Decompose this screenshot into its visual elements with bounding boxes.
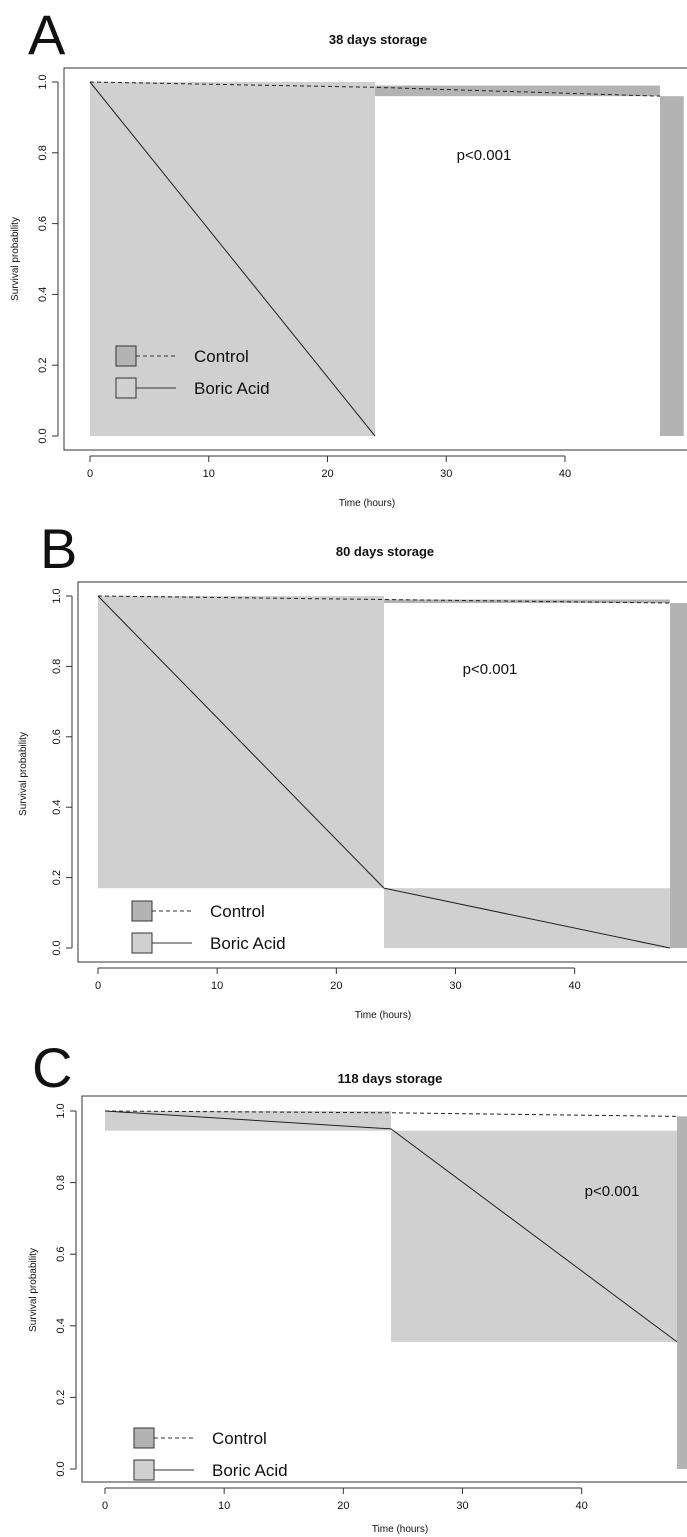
x-tick-label: 0: [95, 980, 101, 992]
y-tick-label: 0.8: [51, 659, 63, 674]
x-tick-label: 10: [211, 980, 223, 992]
ci-band: [677, 1116, 687, 1469]
x-tick-label: 20: [321, 468, 333, 480]
panel-letter: C: [32, 1036, 72, 1099]
legend-label: Control: [210, 902, 265, 921]
y-tick-label: 0.6: [55, 1247, 67, 1262]
chart-svg: B 80 days storage 0 10 20 30 40 0.0 0.2 0.4 0.6 0.8…: [18, 517, 687, 1021]
panel-letter: B: [40, 517, 77, 580]
chart-svg: C 118 days storage 0 10 20 30 40 0.0 0.2 0.4 0.6 0.…: [28, 1036, 687, 1534]
x-tick-label: 10: [218, 1500, 230, 1512]
y-tick-label: 0.4: [37, 287, 49, 302]
y-tick-label: 1.0: [37, 74, 49, 89]
y-tick-label: 0.2: [51, 870, 63, 885]
ci-band: [375, 85, 660, 97]
legend-swatch-boric-acid: [133, 1459, 155, 1481]
legend-swatch-boric-acid: [131, 932, 153, 954]
control-survival-line: [104, 1110, 678, 1117]
y-tick-label: 0.2: [37, 358, 49, 373]
legend-label: Control: [194, 347, 249, 366]
legend-swatch-boric-acid: [115, 377, 137, 399]
legend-label: Boric Acid: [194, 379, 270, 398]
p-value-annotation: p<0.001: [463, 661, 518, 678]
chart-svg: A 38 days storage 0 10 20 30 40 0.0 0.2 0.4 0.6 0.8…: [10, 3, 687, 509]
plot-frame: [63, 67, 687, 451]
boric-acid-survival-line: [104, 1110, 678, 1343]
y-tick-label: 0.8: [37, 145, 49, 160]
y-tick-label: 0.0: [37, 428, 49, 443]
p-value-annotation: p<0.001: [585, 1183, 640, 1200]
control-survival-line: [97, 595, 671, 604]
legend-swatch-control: [133, 1427, 155, 1449]
plot-frame: [81, 1095, 687, 1483]
chart-title: 38 days storage: [329, 32, 427, 47]
x-tick-label: 30: [440, 468, 452, 480]
km-plot-panel-a: A 38 days storage 0 10 20 30 40 0.0 0.2 0.4 0.6 0.8…: [0, 0, 687, 510]
y-tick-label: 1.0: [51, 588, 63, 603]
legend-swatch-control: [115, 345, 137, 367]
x-tick-label: 20: [330, 980, 342, 992]
x-tick-label: 0: [102, 1500, 108, 1512]
boric-acid-survival-line: [89, 81, 376, 437]
y-tick-label: 0.0: [55, 1461, 67, 1476]
x-tick-label: 40: [569, 980, 581, 992]
y-tick-label: 0.4: [55, 1318, 67, 1333]
ci-band: [660, 96, 684, 436]
y-tick-label: 1.0: [55, 1103, 67, 1118]
y-tick-label: 0.6: [51, 729, 63, 744]
x-tick-label: 10: [203, 468, 215, 480]
chart-title: 118 days storage: [338, 1071, 443, 1086]
legend-label: Control: [212, 1429, 267, 1448]
x-tick-label: 40: [559, 468, 571, 480]
x-tick-label: 20: [337, 1500, 349, 1512]
legend-label: Boric Acid: [212, 1461, 288, 1480]
x-axis-label: Time (hours): [339, 498, 395, 509]
panel-letter: A: [28, 3, 66, 66]
y-axis-label: Survival probability: [10, 217, 21, 301]
x-tick-label: 0: [87, 468, 93, 480]
x-axis-label: Time (hours): [372, 1524, 428, 1534]
x-tick-label: 40: [576, 1500, 588, 1512]
p-value-annotation: p<0.001: [457, 147, 512, 164]
chart-title: 80 days storage: [336, 544, 434, 559]
legend-label: Boric Acid: [210, 934, 286, 953]
km-plot-panel-c: C 118 days storage 0 10 20 30 40 0.0 0.2 0.4 0.6 0.…: [0, 1024, 687, 1534]
y-tick-label: 0.4: [51, 800, 63, 815]
y-axis-label: Survival probability: [28, 1248, 39, 1332]
ci-band: [670, 603, 687, 948]
x-tick-label: 30: [456, 1500, 468, 1512]
plot-frame: [77, 581, 687, 963]
y-tick-label: 0.2: [55, 1390, 67, 1405]
x-tick-label: 30: [449, 980, 461, 992]
boric-acid-survival-line: [97, 595, 671, 949]
km-plot-panel-b: B 80 days storage 0 10 20 30 40 0.0 0.2 0.4 0.6 0.8…: [0, 512, 687, 1022]
y-tick-label: 0.8: [55, 1175, 67, 1190]
y-tick-label: 0.6: [37, 216, 49, 231]
x-axis-label: Time (hours): [355, 1010, 411, 1021]
y-axis-label: Survival probability: [18, 732, 29, 816]
legend-swatch-control: [131, 900, 153, 922]
y-tick-label: 0.0: [51, 940, 63, 955]
